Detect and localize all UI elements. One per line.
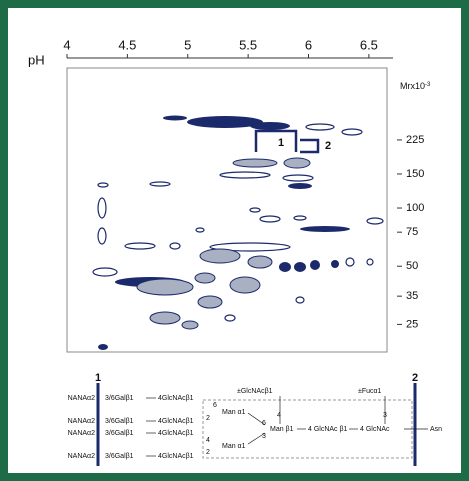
x-axis-label: pH — [28, 52, 45, 67]
y-tick-label: 25 — [406, 318, 418, 330]
x-tick-label: 6 — [305, 37, 312, 52]
glycan-text: 6 — [262, 420, 266, 427]
glycan-text: Man α1 — [222, 409, 246, 416]
annotation: 2 — [325, 140, 331, 152]
y-axis-label-base: Mrx10 — [400, 81, 425, 91]
glycan-text: 4GlcNAcβ1 — [158, 453, 194, 460]
x-tick-label: 5 — [184, 37, 191, 52]
y-tick-label: 150 — [406, 168, 424, 180]
y-axis-label: Mrx10-3 — [400, 81, 431, 91]
glycan-text: ±Fucα1 — [358, 388, 382, 395]
glycan-label: 2 — [412, 372, 418, 384]
glycan-text: 4GlcNAcβ1 — [158, 395, 194, 402]
glycan-text: 3/6Galβ1 — [105, 453, 134, 460]
y-axis-label-exponent: -3 — [425, 82, 431, 88]
annotation: 1 — [278, 137, 284, 149]
bracket — [254, 129, 320, 154]
y-tick-label: 35 — [406, 290, 418, 302]
glycan-text: 3/6Galβ1 — [105, 430, 134, 437]
x-tick-label: 4 — [63, 37, 70, 52]
glycan-text: 3/6Galβ1 — [105, 418, 134, 425]
glycan-text: 2 — [206, 449, 210, 456]
glycan-label: 1 — [95, 372, 101, 384]
y-tick-label: 100 — [406, 202, 424, 214]
gel-spots — [92, 115, 384, 350]
y-tick-label: 75 — [406, 226, 418, 238]
glycan-text: Man α1 — [222, 443, 246, 450]
gel-frame — [66, 67, 388, 353]
glycan-text: ±GlcNAcβ1 — [237, 388, 273, 395]
glycan-text: 4 — [277, 412, 281, 419]
x-tick-label: 4.5 — [118, 37, 136, 52]
glycan-text: 4 GlcNAc β1 — [308, 426, 348, 433]
glycan-text: 3/6Galβ1 — [105, 395, 134, 402]
glycan-text: NANAα2 — [68, 418, 95, 425]
glycan-text: 4GlcNAcβ1 — [158, 430, 194, 437]
glycan-text: 4 GlcNAc — [360, 426, 390, 433]
glycan-text: Man β1 — [270, 426, 294, 433]
x-tick-label: 6.5 — [360, 37, 378, 52]
panel — [8, 8, 461, 473]
glycan-text: 3 — [262, 433, 266, 440]
glycan-text: 2 — [206, 415, 210, 422]
glycan-text: NANAα2 — [68, 395, 95, 402]
glycan-text: 4GlcNAcβ1 — [158, 418, 194, 425]
glycan-text: 3 — [383, 412, 387, 419]
glycan-structure — [96, 383, 428, 466]
glycan-text: 6 — [213, 402, 217, 409]
glycan-text: 4 — [206, 437, 210, 444]
y-tick-label: 225 — [406, 134, 424, 146]
y-tick-label: 50 — [406, 260, 418, 272]
glycan-text: Asn — [430, 426, 442, 433]
glycan-text: NANAα2 — [68, 430, 95, 437]
x-tick-label: 5.5 — [239, 37, 257, 52]
glycan-text: NANAα2 — [68, 453, 95, 460]
